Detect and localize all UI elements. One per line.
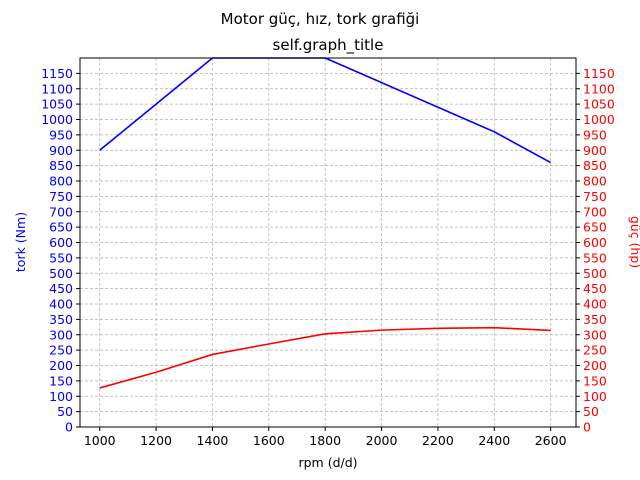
y-right-tick-label: 650 [583,220,607,235]
grid-lines [80,58,576,428]
y-right-tick-label: 850 [583,158,607,173]
y-left-tick-label: 100 [49,389,73,404]
x-tick-label: 1400 [197,433,229,448]
y-left-tick-label: 350 [49,312,73,327]
y-left-tick-label: 950 [49,127,73,142]
y-left-tick-label: 1050 [41,97,73,112]
series-line-right [99,326,551,389]
x-axis: 1000 1200 1400 1600 1800 2000 2200 2400 2600 [84,427,567,448]
y-left-tick-label: 900 [49,143,73,158]
y-left-tick-label: 250 [49,343,73,358]
x-tick-label: 2200 [422,433,454,448]
y-right-tick-label: 0 [583,420,591,435]
x-tick-label: 1000 [84,433,116,448]
y-left-tick-label: 1150 [41,66,73,81]
y-right-tick-label: 900 [583,143,607,158]
x-tick-label: 2000 [366,433,398,448]
y-axis-left-label: tork (Nm) [13,212,28,272]
y-left-tick-label: 550 [49,250,73,265]
chart-suptitle: Motor güç, hız, tork grafiği [221,10,420,28]
y-right-tick-label: 750 [583,189,607,204]
y-right-tick-label: 1000 [583,112,615,127]
y-axis-right-label: güç (hp) [628,216,640,268]
y-right-tick-label: 400 [583,297,607,312]
y-left-tick-label: 600 [49,235,73,250]
y-right-tick-label: 350 [583,312,607,327]
y-axis-left: 0501001502002503003504004505005506006507… [41,66,80,435]
y-right-tick-label: 1100 [583,81,615,96]
y-left-tick-label: 800 [49,174,73,189]
y-left-tick-label: 850 [49,158,73,173]
y-left-tick-label: 50 [57,404,73,419]
y-right-tick-label: 950 [583,127,607,142]
x-tick-label: 1800 [309,433,341,448]
y-right-tick-label: 150 [583,373,607,388]
y-left-tick-label: 200 [49,358,73,373]
y-left-tick-label: 650 [49,220,73,235]
y-right-tick-label: 800 [583,174,607,189]
x-tick-label: 1200 [140,433,172,448]
x-axis-label: rpm (d/d) [298,455,357,470]
x-tick-label: 2600 [535,433,567,448]
y-right-tick-label: 200 [583,358,607,373]
y-right-tick-label: 550 [583,250,607,265]
y-left-tick-label: 1000 [41,112,73,127]
y-left-tick-label: 500 [49,266,73,281]
y-right-tick-label: 600 [583,235,607,250]
y-left-tick-label: 300 [49,327,73,342]
x-tick-label: 2400 [478,433,510,448]
y-left-tick-label: 1100 [41,81,73,96]
y-right-tick-label: 250 [583,343,607,358]
y-left-tick-label: 700 [49,204,73,219]
y-right-tick-label: 450 [583,281,607,296]
y-right-tick-label: 100 [583,389,607,404]
y-right-tick-label: 700 [583,204,607,219]
y-right-tick-label: 50 [583,404,599,419]
y-axis-right: 0501001502002503003504004505005506006507… [576,66,615,435]
y-left-tick-label: 750 [49,189,73,204]
y-right-tick-label: 500 [583,266,607,281]
y-right-tick-label: 300 [583,327,607,342]
y-left-tick-label: 150 [49,373,73,388]
y-left-tick-label: 0 [65,420,73,435]
y-right-tick-label: 1150 [583,66,615,81]
y-right-tick-label: 1050 [583,97,615,112]
chart-title: self.graph_title [273,36,384,55]
y-left-tick-label: 400 [49,297,73,312]
y-left-tick-label: 450 [49,281,73,296]
x-tick-label: 1600 [253,433,285,448]
